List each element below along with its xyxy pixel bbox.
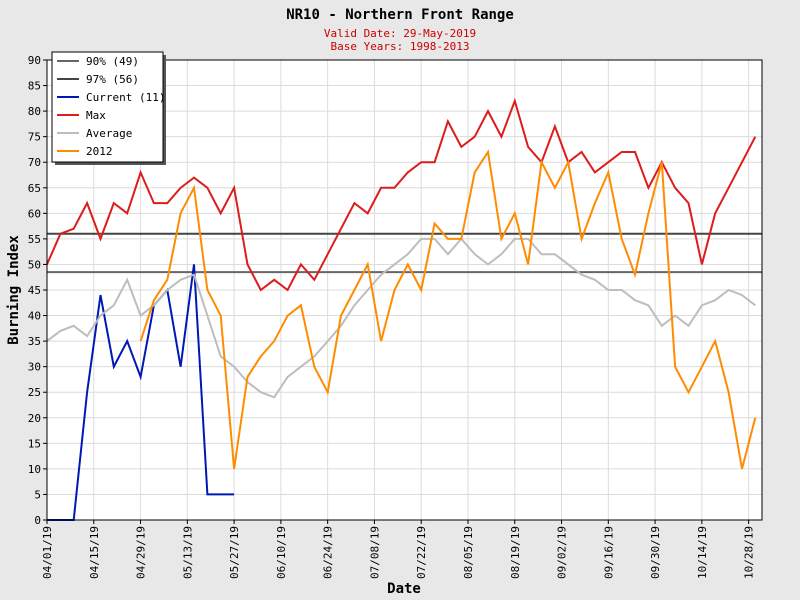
x-tick-label: 04/15/19	[88, 526, 101, 579]
series-line	[46, 237, 756, 399]
legend-label: Average	[86, 127, 132, 140]
chart-subtitle: Base Years: 1998-2013	[330, 40, 469, 53]
y-tick-label: 70	[28, 156, 41, 169]
legend-label: 2012	[86, 145, 113, 158]
y-tick-label: 75	[28, 131, 41, 144]
series-line	[139, 149, 757, 470]
series-line	[46, 97, 757, 292]
x-tick-label: 10/14/19	[696, 526, 709, 579]
y-tick-label: 30	[28, 361, 41, 374]
y-tick-label: 40	[28, 310, 41, 323]
x-tick-label: 04/29/19	[135, 526, 148, 579]
y-tick-label: 65	[28, 182, 41, 195]
y-tick-label: 20	[28, 412, 41, 425]
y-tick-label: 85	[28, 80, 41, 93]
x-tick-label: 05/27/19	[228, 526, 241, 579]
chart-subtitle: Valid Date: 29-May-2019	[324, 27, 476, 40]
x-tick-label: 08/05/19	[462, 526, 475, 579]
y-tick-label: 60	[28, 207, 41, 220]
y-tick-label: 35	[28, 335, 41, 348]
x-tick-label: 07/22/19	[415, 526, 428, 579]
x-tick-label: 06/10/19	[275, 526, 288, 579]
legend-label: Current (11)	[86, 91, 165, 104]
y-tick-label: 0	[34, 514, 41, 527]
y-tick-label: 25	[28, 386, 41, 399]
legend-label: 97% (56)	[86, 73, 139, 86]
legend-label: Max	[86, 109, 106, 122]
y-tick-label: 5	[34, 488, 41, 501]
x-tick-label: 05/13/19	[181, 526, 194, 579]
y-tick-label: 55	[28, 233, 41, 246]
y-tick-label: 80	[28, 105, 41, 118]
chart-title: NR10 - Northern Front Range	[286, 7, 514, 23]
y-tick-label: 10	[28, 463, 41, 476]
y-tick-label: 15	[28, 437, 41, 450]
legend-label: 90% (49)	[86, 55, 139, 68]
y-tick-label: 90	[28, 54, 41, 67]
legend	[51, 51, 164, 163]
y-axis-label: Burning Index	[6, 235, 22, 345]
x-tick-label: 09/30/19	[649, 526, 662, 579]
y-tick-label: 50	[28, 258, 41, 271]
plot-border	[46, 59, 763, 521]
x-tick-label: 09/02/19	[556, 526, 569, 579]
series-line	[47, 264, 235, 521]
x-tick-label: 07/08/19	[368, 526, 381, 579]
x-tick-label: 09/16/19	[602, 526, 615, 579]
x-tick-label: 08/19/19	[509, 526, 522, 579]
y-tick-label: 45	[28, 284, 41, 297]
x-tick-label: 04/01/19	[41, 526, 54, 579]
x-axis-label: Date	[387, 581, 421, 597]
x-tick-label: 10/28/19	[743, 526, 756, 579]
x-tick-label: 06/24/19	[322, 526, 335, 579]
